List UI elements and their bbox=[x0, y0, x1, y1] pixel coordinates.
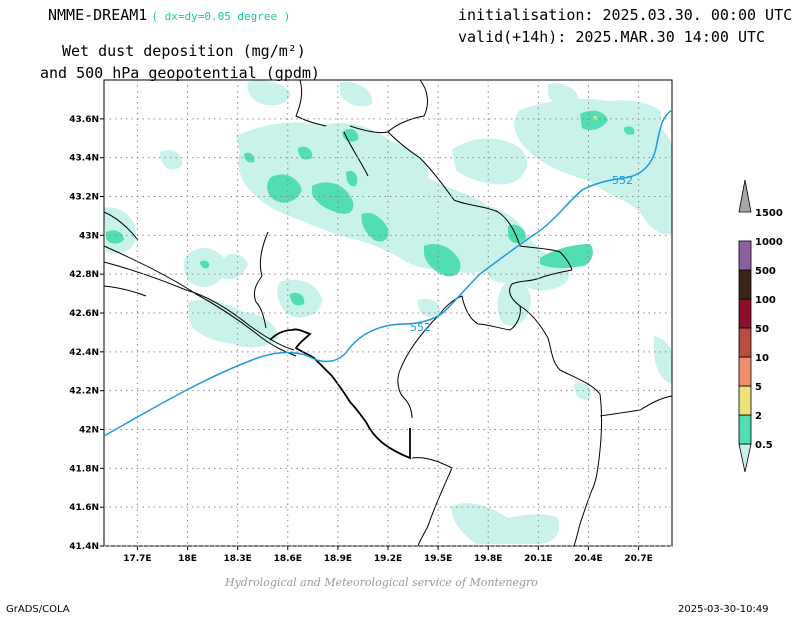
lon-tick-label: 20.4E bbox=[574, 554, 602, 564]
credit-text: Hydrological and Meteorological service … bbox=[225, 576, 538, 589]
lon-tick-label: 18.3E bbox=[223, 554, 251, 564]
legend-swatch-max bbox=[738, 179, 752, 213]
lon-tick-label: 18.9E bbox=[324, 554, 352, 564]
lat-tick-label: 41.6N bbox=[69, 503, 99, 513]
lat-tick-label: 42N bbox=[79, 426, 99, 436]
legend-swatch-min bbox=[738, 443, 752, 473]
map-grid bbox=[100, 80, 672, 550]
lon-tick-label: 19.2E bbox=[374, 554, 402, 564]
lon-tick-label: 18E bbox=[178, 554, 197, 564]
legend-label: 0.5 bbox=[755, 440, 773, 451]
contour-label-upper: 552 bbox=[612, 174, 633, 187]
lat-tick-label: 42.2N bbox=[69, 387, 99, 397]
legend-swatch bbox=[738, 414, 752, 445]
legend-swatch bbox=[738, 269, 752, 300]
lat-tick-label: 43.4N bbox=[69, 154, 99, 164]
lon-tick-label: 19.8E bbox=[474, 554, 502, 564]
lat-tick-label: 43.2N bbox=[69, 193, 99, 203]
legend-swatch bbox=[738, 327, 752, 358]
legend-label: 50 bbox=[755, 324, 769, 335]
lat-tick-label: 41.8N bbox=[69, 464, 99, 474]
lon-tick-label: 18.6E bbox=[274, 554, 302, 564]
dust-deposition-high bbox=[593, 116, 597, 120]
legend-label: 1000 bbox=[755, 237, 783, 248]
model-resolution: ( dx=dy=0.05 degree ) bbox=[151, 10, 291, 23]
color-legend: 0.5 2 5 10 50 100 500 1000 1500 bbox=[738, 179, 783, 473]
legend-label: 1500 bbox=[755, 208, 783, 219]
lon-tick-label: 19.5E bbox=[424, 554, 452, 564]
axis-tick-labels: 17.7E 18E 18.3E 18.6E 18.9E 19.2E 19.5E 19.8E 20… bbox=[69, 115, 653, 564]
lat-tick-label: 43N bbox=[79, 231, 99, 241]
coastline-montenegro bbox=[269, 328, 411, 460]
contour-label-lower: 552 bbox=[410, 321, 431, 334]
legend-swatch bbox=[738, 356, 752, 387]
lat-tick-label: 42.4N bbox=[69, 348, 99, 358]
variable-title: Wet dust deposition (mg/m²) bbox=[62, 42, 306, 60]
model-name: NMME-DREAM1 bbox=[48, 6, 148, 24]
legend-label: 500 bbox=[755, 266, 776, 277]
lat-tick-label: 41.4N bbox=[69, 542, 99, 552]
lon-tick-label: 20.7E bbox=[624, 554, 652, 564]
variable-subtitle: and 500 hPa geopotential (gpdm) bbox=[40, 64, 320, 82]
geopotential-contour-552 bbox=[103, 109, 673, 437]
legend-swatch bbox=[738, 385, 752, 416]
legend-label: 100 bbox=[755, 295, 776, 306]
model-title: NMME-DREAM1( dx=dy=0.05 degree ) bbox=[48, 6, 290, 24]
lat-tick-label: 42.6N bbox=[69, 309, 99, 319]
legend-label: 5 bbox=[755, 382, 762, 393]
initialisation-time: initialisation: 2025.03.30. 00:00 UTC bbox=[458, 6, 793, 24]
lat-tick-label: 42.8N bbox=[69, 270, 99, 280]
lat-tick-label: 43.6N bbox=[69, 115, 99, 125]
valid-time: valid(+14h): 2025.MAR.30 14:00 UTC bbox=[458, 28, 766, 46]
dust-deposition-medium bbox=[106, 110, 635, 306]
country-borders bbox=[103, 79, 673, 547]
lon-tick-label: 17.7E bbox=[123, 554, 151, 564]
legend-swatch bbox=[738, 298, 752, 329]
timestamp-label: 2025-03-30-10:49 bbox=[678, 604, 769, 615]
grads-label: GrADS/COLA bbox=[6, 604, 70, 615]
lon-tick-label: 20.1E bbox=[524, 554, 552, 564]
legend-label: 2 bbox=[755, 411, 762, 422]
legend-label: 10 bbox=[755, 353, 769, 364]
legend-swatch bbox=[738, 240, 752, 271]
